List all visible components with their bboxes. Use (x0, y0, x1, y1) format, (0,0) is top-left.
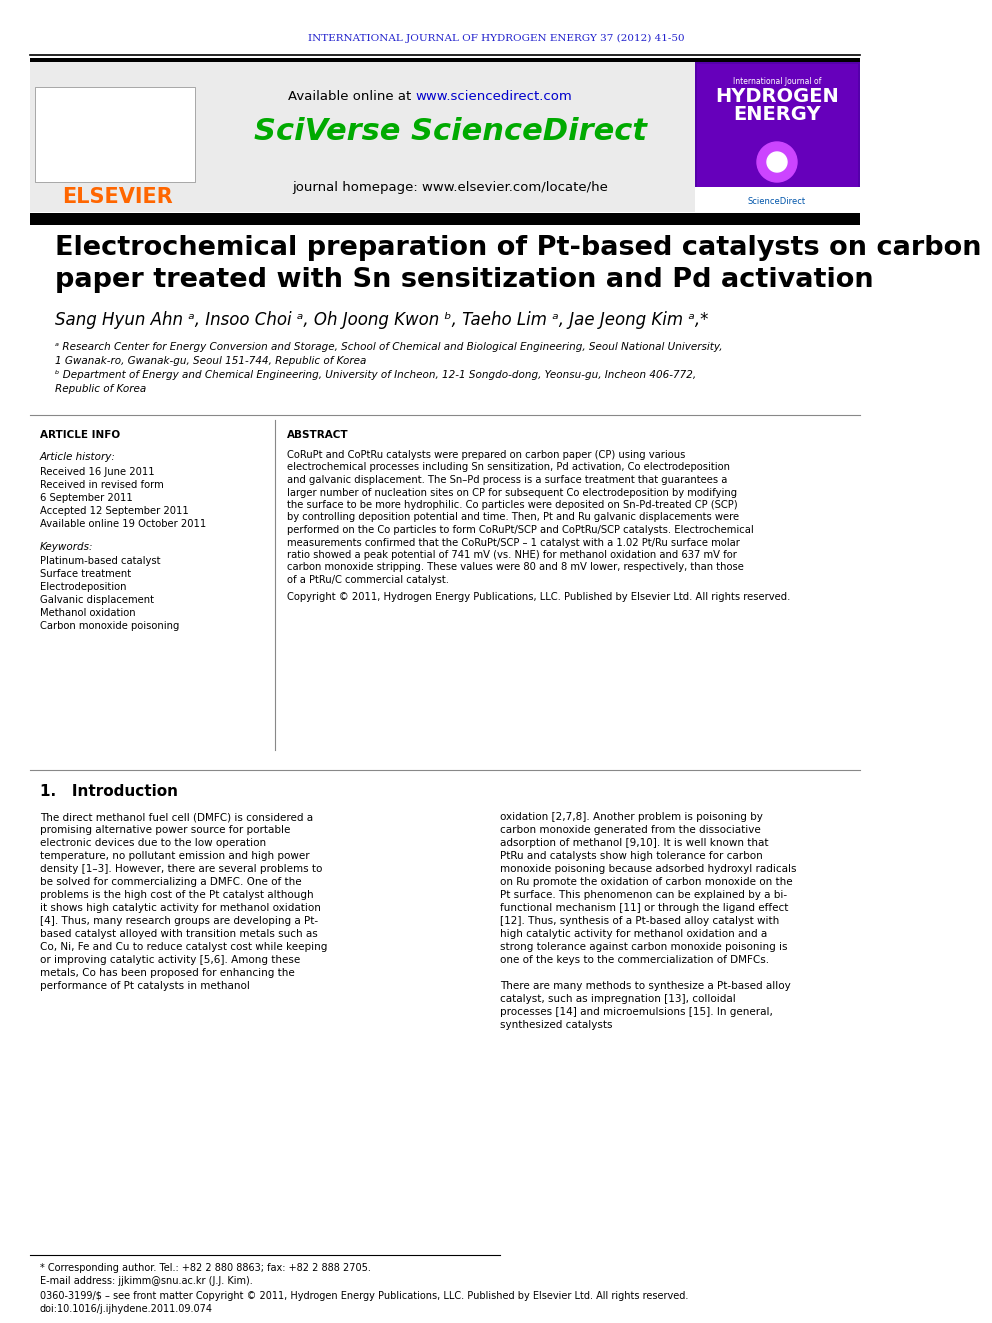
Text: Keywords:: Keywords: (40, 542, 93, 552)
Text: doi:10.1016/j.ijhydene.2011.09.074: doi:10.1016/j.ijhydene.2011.09.074 (40, 1304, 213, 1314)
Text: performance of Pt catalysts in methanol: performance of Pt catalysts in methanol (40, 980, 250, 991)
Text: paper treated with Sn sensitization and Pd activation: paper treated with Sn sensitization and … (55, 267, 874, 292)
Text: measurements confirmed that the CoRuPt/SCP – 1 catalyst with a 1.02 Pt/Ru surfac: measurements confirmed that the CoRuPt/S… (287, 537, 740, 548)
Text: Copyright © 2011, Hydrogen Energy Publications, LLC. Published by Elsevier Ltd. : Copyright © 2011, Hydrogen Energy Public… (287, 593, 791, 602)
Text: synthesized catalysts: synthesized catalysts (500, 1020, 612, 1031)
Text: metals, Co has been proposed for enhancing the: metals, Co has been proposed for enhanci… (40, 968, 295, 978)
Text: Platinum-based catalyst: Platinum-based catalyst (40, 556, 161, 566)
Text: oxidation [2,7,8]. Another problem is poisoning by: oxidation [2,7,8]. Another problem is po… (500, 812, 763, 822)
Text: problems is the high cost of the Pt catalyst although: problems is the high cost of the Pt cata… (40, 890, 313, 900)
Text: monoxide poisoning because adsorbed hydroxyl radicals: monoxide poisoning because adsorbed hydr… (500, 864, 797, 875)
Text: based catalyst alloyed with transition metals such as: based catalyst alloyed with transition m… (40, 929, 317, 939)
Text: Electrochemical preparation of Pt-based catalysts on carbon: Electrochemical preparation of Pt-based … (55, 235, 981, 261)
Text: Republic of Korea: Republic of Korea (55, 384, 146, 394)
Text: * Corresponding author. Tel.: +82 2 880 8863; fax: +82 2 888 2705.: * Corresponding author. Tel.: +82 2 880 … (40, 1263, 371, 1273)
Text: the surface to be more hydrophilic. Co particles were deposited on Sn-Pd-treated: the surface to be more hydrophilic. Co p… (287, 500, 738, 509)
Text: The direct methanol fuel cell (DMFC) is considered a: The direct methanol fuel cell (DMFC) is … (40, 812, 313, 822)
Text: 6 September 2011: 6 September 2011 (40, 493, 133, 503)
Circle shape (767, 152, 787, 172)
Text: E-mail address: jjkimm@snu.ac.kr (J.J. Kim).: E-mail address: jjkimm@snu.ac.kr (J.J. K… (40, 1275, 253, 1286)
Text: Carbon monoxide poisoning: Carbon monoxide poisoning (40, 620, 180, 631)
Text: Galvanic displacement: Galvanic displacement (40, 595, 154, 605)
Text: ᵇ Department of Energy and Chemical Engineering, University of Incheon, 12-1 Son: ᵇ Department of Energy and Chemical Engi… (55, 370, 696, 380)
Text: Pt surface. This phenomenon can be explained by a bi-: Pt surface. This phenomenon can be expla… (500, 890, 787, 900)
Text: [4]. Thus, many research groups are developing a Pt-: [4]. Thus, many research groups are deve… (40, 916, 318, 926)
Text: HYDROGEN: HYDROGEN (715, 87, 839, 106)
Circle shape (757, 142, 797, 183)
Text: functional mechanism [11] or through the ligand effect: functional mechanism [11] or through the… (500, 904, 789, 913)
Text: Accepted 12 September 2011: Accepted 12 September 2011 (40, 505, 188, 516)
Text: ᵃ Research Center for Energy Conversion and Storage, School of Chemical and Biol: ᵃ Research Center for Energy Conversion … (55, 343, 722, 352)
Bar (695, 62, 860, 212)
Text: by controlling deposition potential and time. Then, Pt and Ru galvanic displacem: by controlling deposition potential and … (287, 512, 739, 523)
Text: it shows high catalytic activity for methanol oxidation: it shows high catalytic activity for met… (40, 904, 320, 913)
Text: ARTICLE INFO: ARTICLE INFO (40, 430, 120, 441)
Text: adsorption of methanol [9,10]. It is well known that: adsorption of methanol [9,10]. It is wel… (500, 837, 769, 848)
Text: processes [14] and microemulsions [15]. In general,: processes [14] and microemulsions [15]. … (500, 1007, 773, 1017)
Bar (30, 58, 860, 62)
Text: larger number of nucleation sites on CP for subsequent Co electrodeposition by m: larger number of nucleation sites on CP … (287, 487, 737, 497)
Text: on Ru promote the oxidation of carbon monoxide on the: on Ru promote the oxidation of carbon mo… (500, 877, 793, 886)
Text: Surface treatment: Surface treatment (40, 569, 131, 579)
Bar (35, 87, 195, 183)
Text: carbon monoxide generated from the dissociative: carbon monoxide generated from the disso… (500, 826, 761, 835)
Text: electrochemical processes including Sn sensitization, Pd activation, Co electrod: electrochemical processes including Sn s… (287, 463, 730, 472)
Text: promising alternative power source for portable: promising alternative power source for p… (40, 826, 291, 835)
Text: ENERGY: ENERGY (733, 105, 820, 123)
Text: of a PtRu/C commercial catalyst.: of a PtRu/C commercial catalyst. (287, 576, 449, 585)
Text: electronic devices due to the low operation: electronic devices due to the low operat… (40, 837, 266, 848)
Text: ABSTRACT: ABSTRACT (287, 430, 348, 441)
Text: ratio showed a peak potential of 741 mV (vs. NHE) for methanol oxidation and 637: ratio showed a peak potential of 741 mV … (287, 550, 737, 560)
Text: CoRuPt and CoPtRu catalysts were prepared on carbon paper (CP) using various: CoRuPt and CoPtRu catalysts were prepare… (287, 450, 685, 460)
Text: SciVerse ScienceDirect: SciVerse ScienceDirect (254, 118, 647, 147)
Text: Methanol oxidation: Methanol oxidation (40, 609, 136, 618)
Text: 1 Gwanak-ro, Gwanak-gu, Seoul 151-744, Republic of Korea: 1 Gwanak-ro, Gwanak-gu, Seoul 151-744, R… (55, 356, 366, 366)
Text: Sang Hyun Ahn ᵃ, Insoo Choi ᵃ, Oh Joong Kwon ᵇ, Taeho Lim ᵃ, Jae Jeong Kim ᵃ,*: Sang Hyun Ahn ᵃ, Insoo Choi ᵃ, Oh Joong … (55, 311, 708, 329)
Text: Received in revised form: Received in revised form (40, 480, 164, 490)
Text: 1.   Introduction: 1. Introduction (40, 785, 178, 799)
Text: 0360-3199/$ – see front matter Copyright © 2011, Hydrogen Energy Publications, L: 0360-3199/$ – see front matter Copyright… (40, 1291, 688, 1301)
Text: high catalytic activity for methanol oxidation and a: high catalytic activity for methanol oxi… (500, 929, 767, 939)
Text: temperature, no pollutant emission and high power: temperature, no pollutant emission and h… (40, 851, 310, 861)
Text: Electrodeposition: Electrodeposition (40, 582, 127, 591)
Text: catalyst, such as impregnation [13], colloidal: catalyst, such as impregnation [13], col… (500, 994, 736, 1004)
Text: or improving catalytic activity [5,6]. Among these: or improving catalytic activity [5,6]. A… (40, 955, 301, 964)
Text: Co, Ni, Fe and Cu to reduce catalyst cost while keeping: Co, Ni, Fe and Cu to reduce catalyst cos… (40, 942, 327, 953)
Text: International Journal of: International Journal of (733, 78, 821, 86)
Text: Available online at: Available online at (288, 90, 415, 103)
Text: density [1–3]. However, there are several problems to: density [1–3]. However, there are severa… (40, 864, 322, 875)
Text: be solved for commercializing a DMFC. One of the: be solved for commercializing a DMFC. On… (40, 877, 302, 886)
Text: Article history:: Article history: (40, 452, 116, 462)
Text: performed on the Co particles to form CoRuPt/SCP and CoPtRu/SCP catalysts. Elect: performed on the Co particles to form Co… (287, 525, 754, 534)
Text: [12]. Thus, synthesis of a Pt-based alloy catalyst with: [12]. Thus, synthesis of a Pt-based allo… (500, 916, 780, 926)
Text: www.sciencedirect.com: www.sciencedirect.com (415, 90, 571, 103)
Bar (695, 187, 860, 212)
Text: PtRu and catalysts show high tolerance for carbon: PtRu and catalysts show high tolerance f… (500, 851, 763, 861)
Text: Received 16 June 2011: Received 16 June 2011 (40, 467, 155, 478)
Text: There are many methods to synthesize a Pt-based alloy: There are many methods to synthesize a P… (500, 980, 791, 991)
Text: ELSEVIER: ELSEVIER (62, 187, 173, 206)
Text: INTERNATIONAL JOURNAL OF HYDROGEN ENERGY 37 (2012) 41-50: INTERNATIONAL JOURNAL OF HYDROGEN ENERGY… (308, 33, 684, 42)
Text: one of the keys to the commercialization of DMFCs.: one of the keys to the commercialization… (500, 955, 769, 964)
Text: ScienceDirect: ScienceDirect (748, 197, 806, 206)
Bar (30, 62, 860, 212)
Text: carbon monoxide stripping. These values were 80 and 8 mV lower, respectively, th: carbon monoxide stripping. These values … (287, 562, 744, 573)
Text: journal homepage: www.elsevier.com/locate/he: journal homepage: www.elsevier.com/locat… (292, 180, 608, 193)
Bar (697, 64, 858, 210)
Text: and galvanic displacement. The Sn–Pd process is a surface treatment that guarant: and galvanic displacement. The Sn–Pd pro… (287, 475, 727, 486)
Text: strong tolerance against carbon monoxide poisoning is: strong tolerance against carbon monoxide… (500, 942, 788, 953)
Text: Available online 19 October 2011: Available online 19 October 2011 (40, 519, 206, 529)
Bar (30, 213, 860, 225)
